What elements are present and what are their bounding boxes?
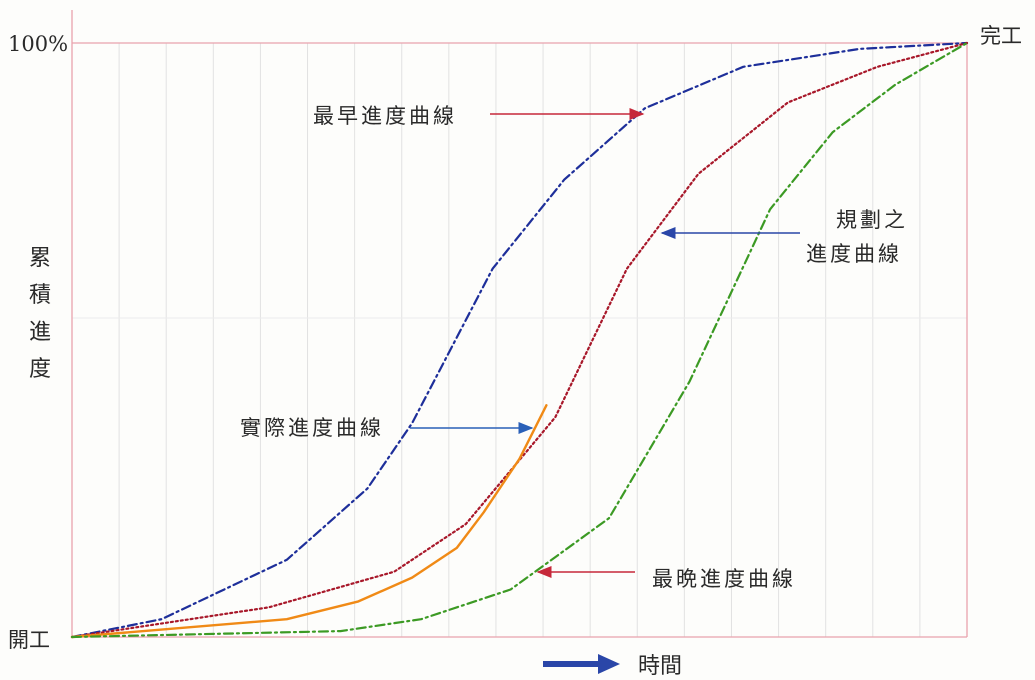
series-line-latest <box>70 41 969 639</box>
y-axis-label: 累 積 進 度 <box>28 240 52 388</box>
time-arrow-head <box>598 654 620 674</box>
y-axis-label-char: 累 <box>28 246 51 271</box>
time-arrow <box>543 654 620 674</box>
series-line-actual <box>70 404 548 639</box>
annotation-planned-line2: 進度曲線 <box>806 242 902 266</box>
x-start-label: 開工 <box>8 628 50 652</box>
plot-frame <box>71 10 968 638</box>
y-axis-label-char: 積 <box>28 283 51 308</box>
y-axis-label-char: 進 <box>28 320 51 345</box>
y-tick-100: 100% <box>8 32 69 56</box>
y-axis-label-char: 度 <box>28 357 51 382</box>
annotation-earliest: 最早進度曲線 <box>313 104 457 128</box>
annotation-planned-line1: 規劃之 <box>836 208 908 232</box>
annotation-actual: 實際進度曲線 <box>240 416 384 440</box>
annotation-latest: 最晩進度曲線 <box>652 567 796 591</box>
annotation-arrows <box>410 108 800 578</box>
series-lines <box>70 41 969 639</box>
series-line-earliest <box>70 41 969 639</box>
series-line-planned <box>70 41 969 639</box>
grid-lines <box>72 43 967 637</box>
x-axis-label: 時間 <box>638 654 683 679</box>
x-end-label: 完工 <box>980 24 1022 48</box>
